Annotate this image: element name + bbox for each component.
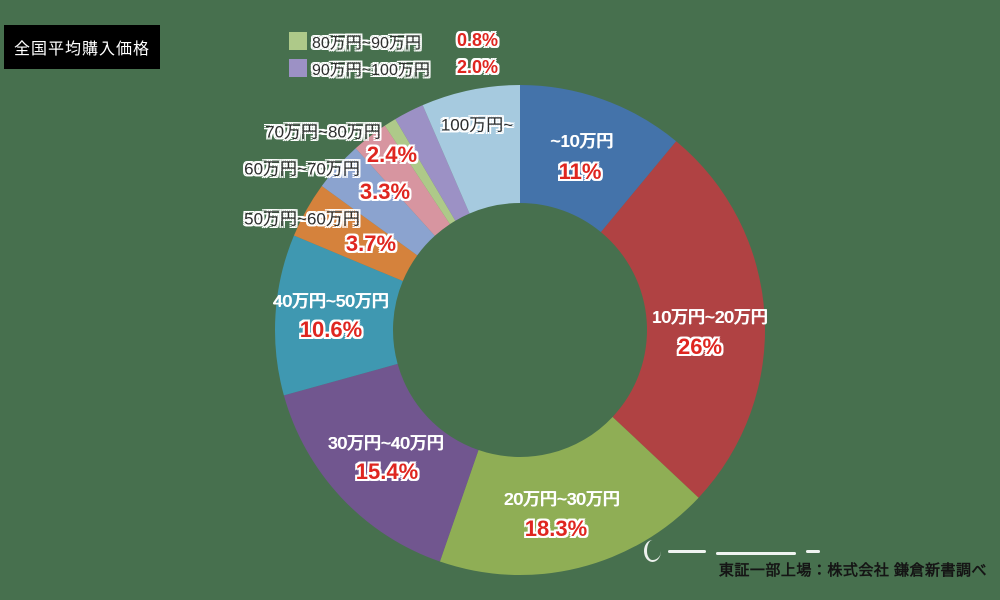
- donut-slice-3: [283, 363, 479, 562]
- legend: 80万円~90万円 0.8% 90万円~100万円 2.0%: [289, 27, 498, 81]
- legend-item: 80万円~90万円 0.8%: [289, 27, 498, 54]
- donut-slice-10: [422, 85, 520, 214]
- legend-percent: 0.8%: [457, 30, 499, 50]
- source-text: 東証一部上場：株式会社 鎌倉新書調べ: [718, 562, 987, 579]
- white-artifact: [644, 540, 661, 562]
- donut-slice-8: [384, 119, 456, 225]
- donut-slice-5: [293, 185, 418, 282]
- donut-slice-0: [520, 85, 677, 233]
- donut-slice-2: [439, 416, 699, 575]
- white-artifact: [716, 552, 796, 555]
- legend-percent: 2.0%: [457, 57, 499, 77]
- donut-slice-7: [355, 125, 450, 236]
- legend-item: 90万円~100万円 2.0%: [289, 54, 498, 81]
- page-title: 全国平均購入価格: [4, 25, 160, 69]
- donut-slice-9: [395, 105, 470, 221]
- legend-label: 80万円~90万円: [312, 34, 421, 52]
- legend-swatch: [289, 58, 307, 77]
- donut-slice-6: [321, 148, 435, 256]
- legend-swatch: [289, 31, 307, 50]
- legend-label: 90万円~100万円: [312, 61, 430, 79]
- donut-slice-4: [275, 235, 403, 396]
- donut-slice-1: [600, 141, 766, 498]
- page-title-text: 全国平均購入価格: [13, 41, 150, 58]
- white-artifact: [806, 550, 820, 553]
- white-artifact: [668, 550, 706, 553]
